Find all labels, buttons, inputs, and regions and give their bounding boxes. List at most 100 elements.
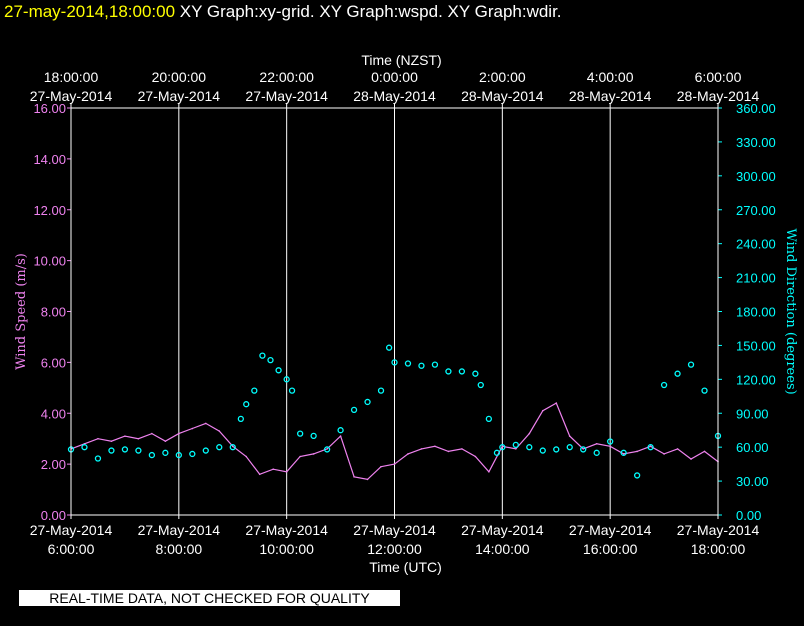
wind-direction-marker [148,451,156,459]
wind-speed-point [420,448,423,450]
bottom-tick-date: 27-May-2014 [677,522,760,538]
wind-direction-marker [216,444,223,451]
wind-direction-marker [189,450,196,458]
timestamp-label: 27-may-2014,18:00:00 [4,2,176,21]
left-tick-label: 16.00 [33,101,66,116]
graph-list-label: XY Graph:xy-grid. XY Graph:wspd. XY Grap… [179,2,562,21]
left-tick-label: 2.00 [41,457,66,472]
plot-series [67,344,722,481]
wind-speed-point [649,445,652,448]
wind-speed-point [690,458,692,460]
right-tick-label: 330.00 [736,135,776,150]
wind-speed-point [488,470,490,473]
wind-direction-marker [607,438,614,445]
wind-direction-marker [620,449,627,456]
wind-direction-marker [202,447,209,454]
grid-lines [178,108,611,515]
wind-direction-marker [135,447,142,454]
wind-direction-marker [418,362,425,369]
wind-speed-point [663,453,665,455]
wind-speed-point [636,450,638,453]
wind-speed-point [164,440,167,443]
wind-speed-point [703,450,706,453]
wind-direction-marker [288,387,296,394]
wind-speed-point [595,442,598,445]
wind-speed-point [97,437,99,440]
wind-direction-marker [404,360,412,367]
wind-direction-marker [593,449,600,456]
top-tick-time: 4:00:00 [587,69,634,85]
left-tick-label: 0.00 [41,508,66,523]
wind-direction-marker [493,449,501,456]
top-tick-time: 18:00:00 [44,69,99,85]
wind-speed-point [541,409,544,412]
wind-speed-point [609,445,611,448]
left-tick-label: 12.00 [33,203,66,218]
top-tick-date: 27-May-2014 [245,88,328,104]
bottom-tick-time: 18:00:00 [691,541,746,557]
wind-direction-marker [477,381,484,389]
wind-speed-point [218,430,221,432]
plot-frame [70,107,719,516]
wind-speed-point [191,427,194,430]
wind-direction-marker [539,447,546,454]
wind-direction-marker [267,356,274,364]
bottom-tick-time: 16:00:00 [583,541,638,557]
wind-speed-point [312,453,315,455]
wind-speed-point [622,453,625,455]
wind-direction-marker [377,387,385,394]
wind-direction-marker [458,368,466,375]
wind-speed-point [555,402,558,404]
right-axis-label: Wind Direction (degrees) [783,228,798,394]
wind-direction-marker [580,446,587,453]
right-tick-label: 210.00 [736,271,776,286]
wind-direction-marker [259,352,266,359]
wind-direction-marker [701,387,708,394]
bottom-tick-date: 27-May-2014 [138,522,221,538]
top-tick-time: 22:00:00 [259,69,314,85]
top-tick-time: 0:00:00 [371,69,418,85]
top-tick-time: 6:00:00 [695,69,742,85]
wind-speed-point [110,440,113,443]
wind-direction-marker [337,427,344,434]
right-tick-label: 360.00 [736,101,776,116]
wind-speed-point [434,445,436,448]
wind-direction-marker [296,430,304,437]
top-tick-date: 27-May-2014 [138,88,221,104]
bottom-tick-time: 12:00:00 [367,541,422,557]
wind-speed-point [676,448,679,450]
wind-direction-marker [237,415,244,423]
bottom-tick-date: 27-May-2014 [353,522,436,538]
wind-direction-marker [350,406,358,414]
wind-direction-marker [162,449,169,456]
wind-speed-point [326,448,328,450]
top-tick-date: 28-May-2014 [569,88,652,104]
top-axis-ticks: 18:00:00 27-May-2014 20:00:00 27-May-2014 22… [30,69,759,108]
wind-direction-marker [445,368,452,375]
wind-direction-marker [526,444,533,451]
wind-speed-point [231,445,234,448]
right-tick-label: 60.00 [736,440,769,455]
left-tick-label: 4.00 [41,406,66,421]
wind-speed-point [501,445,504,448]
bottom-tick-date: 27-May-2014 [461,522,544,538]
wind-speed-point [258,473,261,476]
wind-direction-marker [431,361,439,368]
wind-speed-point [299,455,301,458]
wind-direction-marker [687,361,695,368]
wind-speed-point [582,448,585,450]
bottom-tick-time: 14:00:00 [475,541,530,557]
wind-direction-marker [121,446,129,453]
wind-direction-marker [108,447,115,454]
wind-direction-marker [275,367,282,374]
top-tick-date: 27-May-2014 [30,88,113,104]
wind-direction-marker [647,444,654,451]
wind-direction-marker [243,401,250,408]
graph-header: 27-may-2014,18:00:00 XY Graph:xy-grid. X… [4,2,562,22]
wind-direction-marker [251,387,258,394]
wind-direction-marker [485,415,493,423]
wind-direction-marker [660,381,668,389]
wind-speed-point [353,476,355,478]
bottom-tick-date: 27-May-2014 [245,522,328,538]
